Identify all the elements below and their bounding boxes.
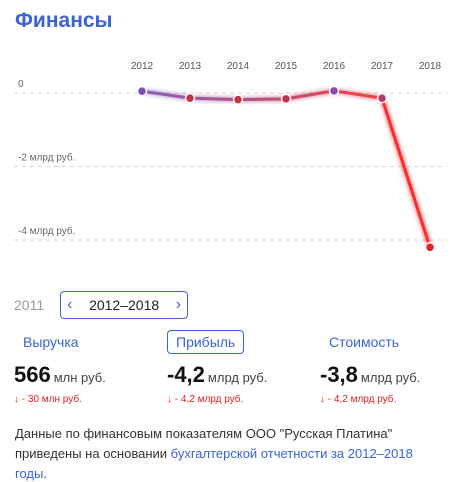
cost-value: -3,8 [320,362,358,387]
data-point-2013[interactable] [184,92,196,104]
data-point-2014[interactable] [232,94,244,105]
tab-profit[interactable]: Прибыль [167,330,245,354]
x-tick-label: 2015 [275,61,298,72]
x-tick-label: 2018 [419,61,442,72]
footnote-text: Данные по финансовым показателям ООО "Ру… [15,426,393,461]
x-tick-label: 2014 [227,61,250,72]
x-tick-label: 2016 [323,61,346,72]
metric-revenue: Выручка 566 млн руб. ↓ - 30 млн руб. [14,330,106,405]
profit-value: -4,2 [167,362,205,387]
year-range-label: 2012–2018 [89,297,160,313]
footnote-end: . [43,466,47,481]
finance-chart: 2012 2013 2014 2015 2016 2017 2018 0 -2 млрд ру… [14,61,447,253]
chevron-left-icon[interactable]: ‹ [67,296,73,313]
data-point-2018[interactable] [424,242,436,253]
tab-cost[interactable]: Стоимость [329,334,400,350]
metric-profit: Прибыль -4,2 млрд руб. ↓ - 4,2 млрд руб. [167,330,267,405]
chevron-right-icon[interactable]: › [175,296,182,313]
revenue-value: 566 [14,362,51,387]
y-tick-label: 0 [18,79,24,90]
profit-unit: млрд руб. [207,370,268,385]
y-tick-label: -4 млрд руб. [18,225,75,237]
profit-change: ↓ - 4,2 млрд руб. [167,394,244,405]
data-point-2012[interactable] [136,85,148,97]
cost-unit: млрд руб. [360,370,421,385]
series-line [141,89,383,102]
metric-value-cost: Стоимость -3,8 млрд руб. ↓ - 4,2 млрд руб… [320,330,420,405]
cost-change: ↓ - 4,2 млрд руб. [320,394,397,405]
tab-revenue[interactable]: Выручка [23,334,79,350]
x-tick-label: 2012 [131,61,154,72]
x-tick-label: 2017 [371,61,394,72]
data-point-2016[interactable] [328,85,340,97]
year-selector: 2011 ‹ 2012–2018 › [14,291,189,319]
year-range-picker[interactable]: ‹ 2012–2018 › [60,291,189,319]
x-tick-label: 2013 [179,61,202,72]
data-source-note: Данные по финансовым показателям ООО "Ру… [15,424,445,482]
revenue-unit: млн руб. [53,370,106,385]
year-2011-link[interactable]: 2011 [14,297,45,313]
y-tick-label: -2 млрд руб. [18,151,75,163]
accounting-report-link[interactable]: бухгалтерской отчетности за 2012–2018 го… [15,446,413,481]
data-point-2017[interactable] [376,92,388,104]
data-point-2015[interactable] [280,93,292,105]
section-title: Финансы [15,9,113,32]
metrics-panel: Выручка 566 млн руб. ↓ - 30 млн руб. Приб… [0,330,461,415]
revenue-change: ↓ - 30 млн руб. [14,394,82,405]
series-drop-line [380,97,432,248]
